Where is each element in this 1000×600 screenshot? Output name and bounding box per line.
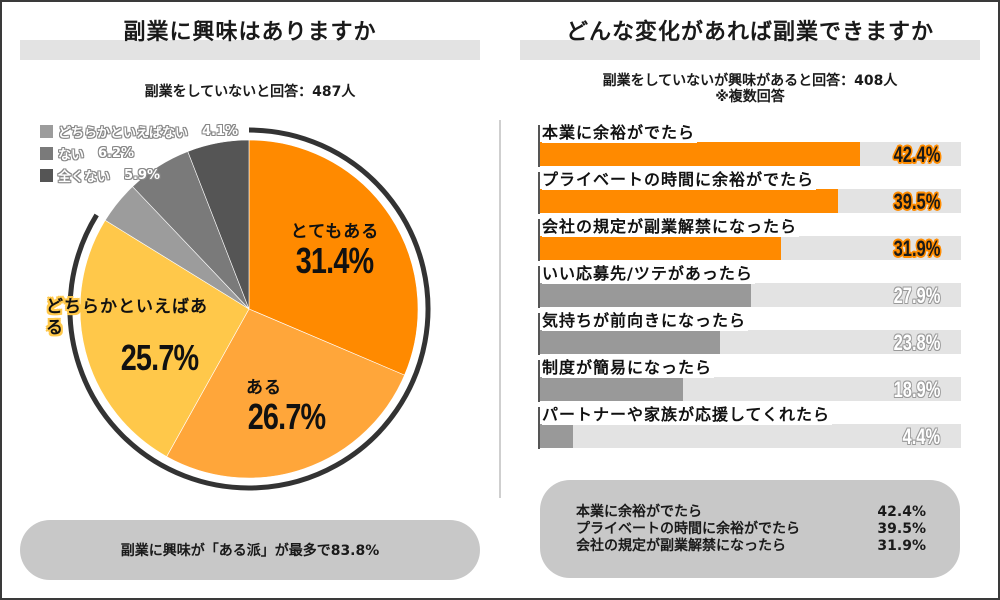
pie-slice <box>248 139 419 376</box>
pie-slice <box>79 219 250 457</box>
bar-label: 制度が簡易になったら <box>542 357 715 378</box>
pie-value: 31.4% <box>296 240 374 281</box>
legend-item-somewhat-no: どちらかといえばない 4.1% <box>40 120 238 142</box>
bar-fill <box>540 424 574 448</box>
legend-swatch <box>40 146 53 160</box>
bar-row: プライベートの時間に余裕がでたら 39.5% <box>538 169 962 214</box>
bar-axis-tick <box>538 360 540 402</box>
pie-chart <box>67 127 431 491</box>
bar-axis-tick <box>538 407 540 449</box>
bar-value: 27.9% <box>893 283 940 308</box>
legend-item-no: ない 6.2% <box>40 142 238 164</box>
bar-label: パートナーや家族が応援してくれたら <box>542 404 833 425</box>
top3-label: 本業に余裕がでたら <box>576 504 702 520</box>
pie-category: とてもある <box>290 222 380 242</box>
bar-value: 4.4% <box>902 424 940 449</box>
right-panel-title: どんな変化があれば副業できますか <box>565 20 934 45</box>
legend-item-not-at-all: 全くない 5.9% <box>40 164 238 186</box>
legend-swatch <box>40 168 53 182</box>
bar-row: 本業に余裕がでたら 42.4% <box>538 122 962 167</box>
pie-category: どちらかといえばある <box>46 297 208 338</box>
legend-value: 4.1% <box>202 123 239 139</box>
bar-track <box>540 424 961 448</box>
pie-slice <box>187 139 250 310</box>
top3-value: 31.9% <box>877 538 926 554</box>
bar-value: 39.5% <box>893 189 940 214</box>
right-panel-note: ※複数回答 <box>715 89 785 105</box>
bar-fill <box>540 330 720 354</box>
bar-value: 42.4% <box>893 142 940 167</box>
bar-label: いい応募先/ツテがあったら <box>542 263 755 284</box>
bar-value: 23.8% <box>893 330 940 355</box>
pie-value: 26.7% <box>247 396 326 437</box>
panel-divider <box>499 120 501 498</box>
top3-row: プライベートの時間に余裕がでたら 39.5% <box>576 521 926 538</box>
legend-value: 5.9% <box>124 167 161 183</box>
legend-value: 6.2% <box>98 145 135 161</box>
bar-fill <box>540 283 751 307</box>
top3-value: 39.5% <box>877 521 926 537</box>
top3-value: 42.4% <box>877 504 926 520</box>
legend-label: どちらかといえばない <box>58 125 189 141</box>
pie-value: 25.7% <box>120 337 199 378</box>
left-panel-title: 副業に興味はありますか <box>123 20 377 45</box>
bar-axis-tick <box>538 125 540 167</box>
bar-row: 気持ちが前向きになったら 23.8% <box>538 310 962 355</box>
bar-fill <box>540 189 839 213</box>
pie-legend: どちらかといえばない 4.1% ない 6.2% 全くない 5.9% <box>40 120 238 186</box>
legend-swatch <box>40 124 53 138</box>
bar-value: 31.9% <box>893 236 940 261</box>
bar-row: 会社の規定が副業解禁になったら 31.9% <box>538 216 962 261</box>
bar-value: 18.9% <box>893 377 940 402</box>
bar-axis-tick <box>538 266 540 308</box>
pie-slice <box>166 308 405 479</box>
bar-row: いい応募先/ツテがあったら 27.9% <box>538 263 962 308</box>
bar-row: 制度が簡易になったら 18.9% <box>538 357 962 402</box>
top3-summary-box: 本業に余裕がでたら 42.4% プライベートの時間に余裕がでたら 39.5% 会… <box>540 480 960 578</box>
bar-axis-tick <box>538 313 540 355</box>
bar-axis-tick <box>538 172 540 214</box>
left-panel-subtitle: 副業をしていないと回答：487人 <box>144 84 356 100</box>
top3-row: 会社の規定が副業解禁になったら 31.9% <box>576 538 926 555</box>
top3-row: 本業に余裕がでたら 42.4% <box>576 504 926 521</box>
top3-label: 会社の規定が副業解禁になったら <box>576 538 786 554</box>
bar-fill <box>540 236 781 260</box>
pie-label-interested: ある 26.7% <box>238 378 358 436</box>
bar-fill <box>540 377 683 401</box>
bar-axis-tick <box>538 219 540 261</box>
legend-label: 全くない <box>58 169 111 185</box>
pie-category: ある <box>246 378 282 398</box>
right-title-band <box>520 40 980 60</box>
left-summary-pill: 副業に興味が「ある派」が最多で83.8% <box>20 520 480 580</box>
pie-label-somewhat-interested: どちらかといえばある 25.7% <box>46 297 216 377</box>
interest-highlight-arc <box>67 127 431 491</box>
bar-row: パートナーや家族が応援してくれたら 4.4% <box>538 404 962 449</box>
legend-label: ない <box>58 147 85 163</box>
right-panel-subtitle: 副業をしていないが興味があると回答：408人 <box>602 73 898 89</box>
pie-label-very-interested: とてもある 31.4% <box>270 222 400 280</box>
top3-label: プライベートの時間に余裕がでたら <box>576 521 800 537</box>
bar-label: 気持ちが前向きになったら <box>542 310 749 331</box>
bar-label: 会社の規定が副業解禁になったら <box>542 216 800 237</box>
bar-label: 本業に余裕がでたら <box>542 122 698 143</box>
left-title-band <box>20 40 480 60</box>
bar-label: プライベートの時間に余裕がでたら <box>542 169 817 190</box>
bar-fill <box>540 142 860 166</box>
